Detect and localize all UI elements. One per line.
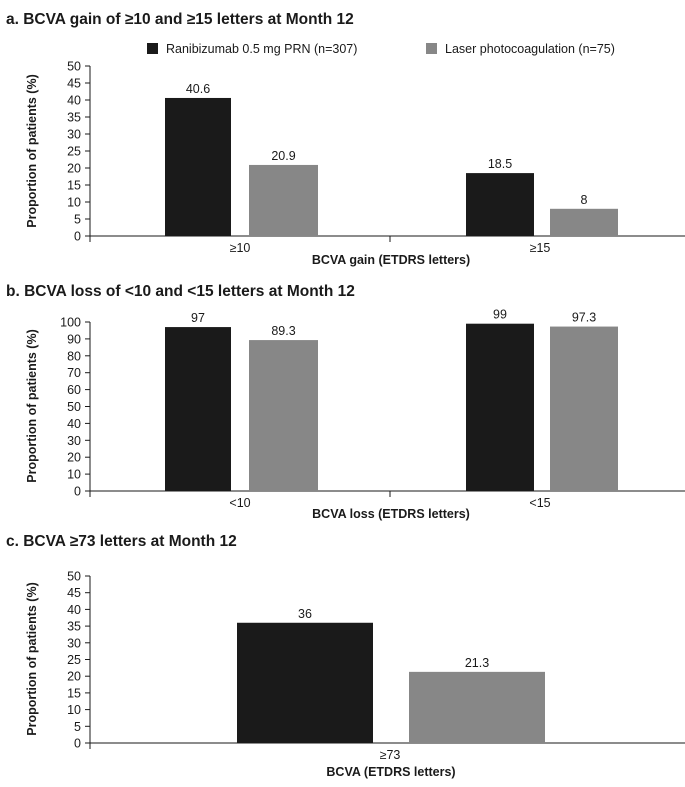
legend: Ranibizumab 0.5 mg PRN (n=307) Laser pho…	[147, 42, 615, 56]
legend-label-laser: Laser photocoagulation (n=75)	[445, 42, 615, 56]
panel-a-data-label: 20.9	[271, 149, 295, 163]
panel-a-y-tick-label: 45	[67, 77, 81, 91]
panel-a-title: a. BCVA gain of ≥10 and ≥15 letters at M…	[6, 11, 354, 28]
panel-b-y-tick-label: 100	[60, 316, 81, 330]
panel-c-y-tick-label: 20	[67, 670, 81, 684]
panel-c-y-tick-label: 0	[74, 737, 81, 751]
panel-a-xlabel: BCVA gain (ETDRS letters)	[312, 253, 470, 267]
panel-c-bar-ranibizumab	[237, 622, 373, 743]
panel-a-category-label: ≥10	[230, 241, 251, 255]
panel-b-bar-ranibizumab	[165, 327, 231, 491]
panel-b-y-tick-label: 0	[74, 485, 81, 499]
panel-a-data-label: 40.6	[186, 82, 210, 96]
panel-a-bar-ranibizumab	[466, 173, 534, 236]
panel-a-y-tick-label: 50	[67, 60, 81, 74]
panel-b: b. BCVA loss of <10 and <15 letters at M…	[6, 283, 685, 521]
panel-b-bar-laser	[249, 340, 318, 491]
panel-a-y-tick-label: 40	[67, 94, 81, 108]
panel-c-y-tick-label: 5	[74, 720, 81, 734]
panel-c-y-tick-label: 45	[67, 586, 81, 600]
panel-a-data-label: 18.5	[488, 157, 512, 171]
legend-swatch-laser	[426, 43, 437, 54]
panel-b-y-tick-label: 60	[67, 383, 81, 397]
panel-b-y-tick-label: 30	[67, 434, 81, 448]
panel-b-y-tick-label: 90	[67, 332, 81, 346]
panel-a-bar-ranibizumab	[165, 97, 231, 237]
panel-c-y-tick-label: 35	[67, 620, 81, 634]
panel-b-title: b. BCVA loss of <10 and <15 letters at M…	[6, 283, 355, 300]
panel-a-y-tick-label: 20	[67, 162, 81, 176]
panel-a-y-tick-label: 15	[67, 179, 81, 193]
panel-c-xlabel: BCVA (ETDRS letters)	[326, 765, 455, 779]
panel-a-y-tick-label: 5	[74, 213, 81, 227]
panel-a-bar-laser	[249, 164, 318, 236]
panel-a-category-label: ≥15	[530, 241, 551, 255]
panel-c: c. BCVA ≥73 letters at Month 12 0 5 10 15 20…	[6, 533, 685, 779]
panel-b-y-tick-label: 10	[67, 468, 81, 482]
panel-a-y-tick-label: 30	[67, 128, 81, 142]
panel-a-y-tick-label: 35	[67, 111, 81, 125]
panel-c-y-tick-label: 15	[67, 686, 81, 700]
panel-c-category-label: ≥73	[380, 748, 401, 762]
panel-c-bar-laser	[409, 671, 545, 743]
panel-a-data-label: 8	[581, 193, 588, 207]
panel-c-y-tick-label: 40	[67, 603, 81, 617]
panel-b-data-label: 99	[493, 308, 507, 322]
legend-label-ranibizumab: Ranibizumab 0.5 mg PRN (n=307)	[166, 42, 357, 56]
panel-c-data-label: 21.3	[465, 656, 489, 670]
panel-b-plot: 0 10 20 30 40 50 60 70 80 90 100 <10 <15 97 89.3 99 97.3	[60, 308, 685, 510]
panel-c-data-label: 36	[298, 607, 312, 621]
panel-a-ylabel: Proportion of patients (%)	[25, 74, 39, 227]
panel-c-y-tick-label: 10	[67, 703, 81, 717]
panel-b-ylabel: Proportion of patients (%)	[25, 329, 39, 482]
panel-c-plot: 0 5 10 15 20 25 30 35 40 45 50 ≥73 36 21.3	[67, 570, 685, 762]
panel-b-bar-ranibizumab	[466, 323, 534, 491]
panel-a-bar-laser	[550, 208, 618, 236]
panel-c-y-tick-label: 50	[67, 570, 81, 584]
panel-c-title: c. BCVA ≥73 letters at Month 12	[6, 533, 237, 550]
panel-a-y-tick-label: 0	[74, 230, 81, 244]
panel-b-y-tick-label: 50	[67, 400, 81, 414]
panel-b-xlabel: BCVA loss (ETDRS letters)	[312, 507, 470, 521]
panel-b-category-label: <10	[229, 496, 250, 510]
panel-b-data-label: 97.3	[572, 311, 596, 325]
panel-c-y-tick-label: 30	[67, 636, 81, 650]
panel-b-y-tick-label: 70	[67, 366, 81, 380]
panel-a-y-tick-label: 25	[67, 145, 81, 159]
legend-swatch-ranibizumab	[147, 43, 158, 54]
panel-b-category-label: <15	[529, 496, 550, 510]
panel-b-y-tick-label: 20	[67, 451, 81, 465]
panel-b-bar-laser	[550, 326, 618, 491]
panel-a: a. BCVA gain of ≥10 and ≥15 letters at M…	[6, 11, 685, 267]
panel-b-y-tick-label: 40	[67, 417, 81, 431]
panel-c-y-tick-label: 25	[67, 653, 81, 667]
panel-b-y-tick-label: 80	[67, 349, 81, 363]
panel-a-plot: 0 5 10 15 20 25 30 35 40 45 50 ≥10 ≥15 40.6 20.9 18.5 8	[67, 60, 685, 255]
panel-a-y-tick-label: 10	[67, 196, 81, 210]
panel-b-data-label: 97	[191, 311, 205, 325]
panel-b-data-label: 89.3	[271, 324, 295, 338]
panel-c-ylabel: Proportion of patients (%)	[25, 582, 39, 735]
